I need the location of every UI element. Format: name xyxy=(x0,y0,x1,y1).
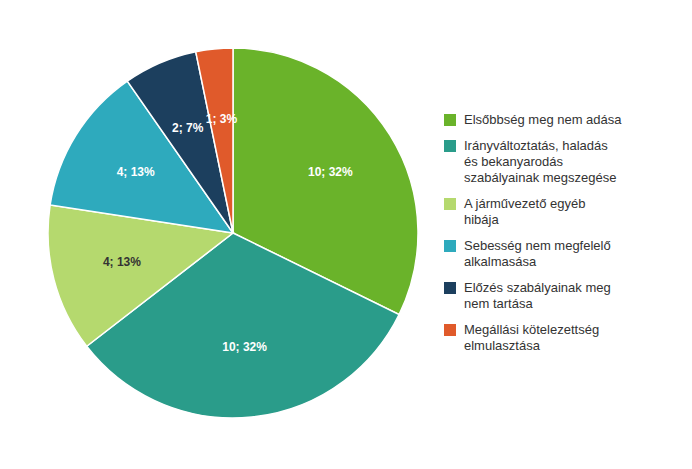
html-text:Megállási kötelezettség elmula: Megállási kötelezettség elmulasztása xyxy=(464,322,600,353)
svg-text:4; 13%: 4; 13% xyxy=(117,165,155,179)
svg-text:10; 32%: 10; 32% xyxy=(308,165,353,179)
svg-text:4; 13%: 4; 13% xyxy=(103,255,141,269)
svg-text:2; 7%: 2; 7% xyxy=(172,121,204,135)
html-text:Elsőbbség meg nem adása: Elsőbbség meg nem adása xyxy=(464,112,622,127)
svg-text:10; 32%: 10; 32% xyxy=(222,340,267,354)
html-text:A járművezető egyéb hibája: A járművezető egyéb hibája xyxy=(464,196,586,227)
svg-text:1; 3%: 1; 3% xyxy=(206,112,238,126)
html-text:Előzés szabályainak meg nem ta: Előzés szabályainak meg nem tartása xyxy=(464,280,611,311)
html-text:Irányváltoztatás, haladás és b: Irányváltoztatás, haladás és bekanyarodá… xyxy=(464,138,617,185)
html-text:Sebesség nem megfelelő alkalma: Sebesség nem megfelelő alkalmasása xyxy=(464,238,611,269)
